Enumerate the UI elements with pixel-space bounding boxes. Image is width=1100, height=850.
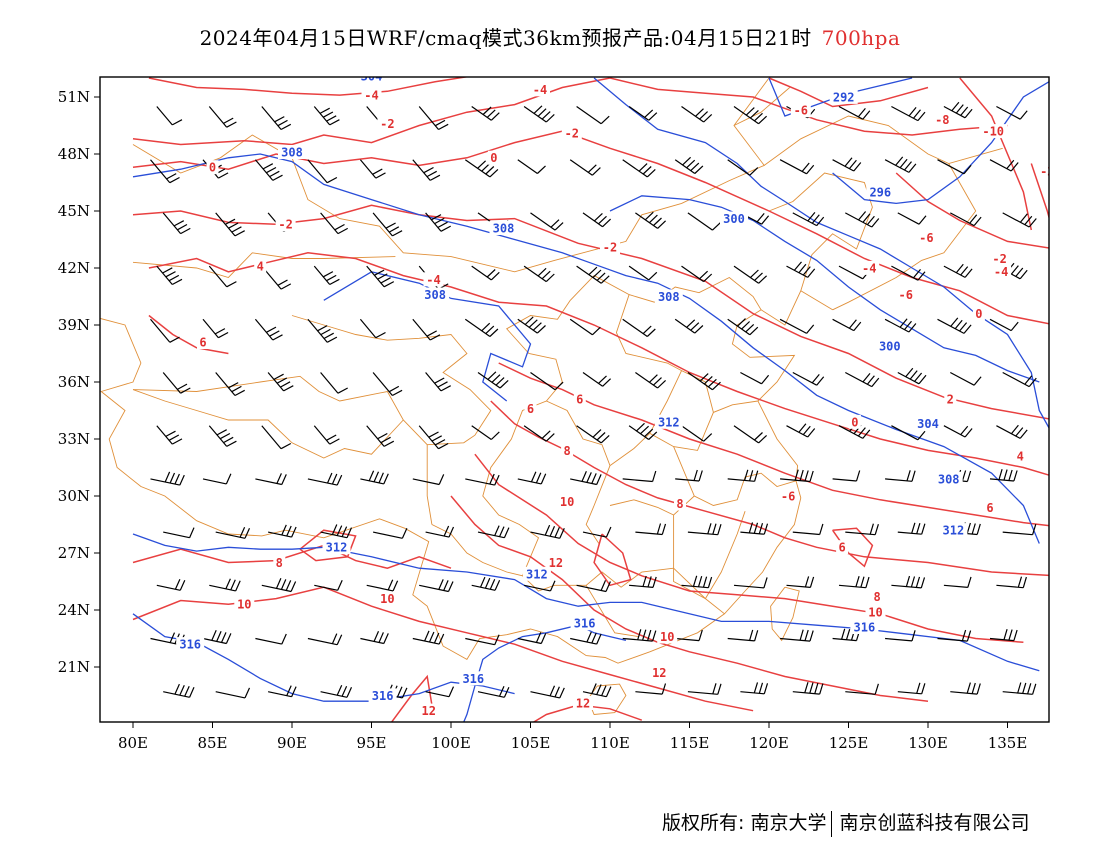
title-level: 700hpa: [821, 26, 901, 50]
lat-tick-label: 45N: [58, 202, 90, 220]
lon-tick-label: 110E: [590, 734, 630, 752]
temperature-label: 0: [975, 307, 982, 321]
lon-tick-label: 135E: [988, 734, 1028, 752]
contour-labels: -4-20-246-4-20-2-4-6-8-10-6-4-6-4-2-2020…: [176, 70, 1054, 718]
temperature-label: 8: [873, 590, 880, 604]
temperature-label: 10: [560, 495, 574, 509]
geopotential-label: 316: [854, 621, 876, 635]
temperature-label: -8: [935, 113, 949, 127]
lat-tick-label: 27N: [58, 544, 90, 562]
temperature-label: -4: [426, 273, 440, 287]
geopotential-label: 308: [658, 290, 680, 304]
temperature-label: -2: [992, 252, 1006, 266]
copyright-notice: 版权所有: 南京大学 南京创蓝科技有限公司: [662, 808, 1029, 837]
geopotential-label: 304: [917, 417, 939, 431]
lat-tick-label: 24N: [58, 601, 90, 619]
temperature-label: 0: [490, 151, 497, 165]
temperature-label: 0: [851, 415, 858, 429]
temperature-label: -2: [565, 127, 579, 141]
temperature-label: 6: [576, 393, 583, 407]
lon-tick-label: 85E: [197, 734, 227, 752]
temperature-label: -4: [533, 83, 547, 97]
lat-tick-label: 42N: [58, 259, 90, 277]
temperature-label: -4: [862, 261, 876, 275]
boundary-lines: [100, 77, 1003, 715]
geopotential-label: 316: [574, 617, 596, 631]
geopotential-label: 308: [493, 222, 515, 236]
temperature-label: -6: [781, 489, 795, 503]
lon-tick-label: 130E: [908, 734, 948, 752]
map-title: 2024年04月15日WRF/cmaq模式36km预报产品:04月15日21时 7…: [0, 22, 1100, 51]
lon-tick-label: 115E: [670, 734, 710, 752]
temperature-label: -6: [898, 288, 912, 302]
lat-tick-label: 36N: [58, 373, 90, 391]
temperature-label: 10: [868, 605, 882, 619]
plot-frame: [99, 76, 1050, 723]
geopotential-label: 308: [424, 288, 446, 302]
temperature-label: 12: [576, 697, 590, 711]
lon-tick-label: 90E: [277, 734, 307, 752]
copyright-separator: [831, 810, 833, 837]
lon-tick-label: 100E: [431, 734, 471, 752]
geopotential-label: 312: [658, 415, 680, 429]
temperature-label: 8: [563, 444, 570, 458]
temperature-label: 10: [380, 592, 394, 606]
temperature-label: 6: [199, 336, 206, 350]
geopotential-label: 292: [833, 90, 855, 104]
geopotential-label: 312: [943, 524, 965, 538]
temperature-label: 8: [276, 556, 283, 570]
temperature-label: 12: [652, 666, 666, 680]
lat-tick-label: 30N: [58, 487, 90, 505]
lon-tick-label: 105E: [511, 734, 551, 752]
temperature-label: 0: [209, 161, 216, 175]
lat-tick-label: 48N: [58, 145, 90, 163]
geopotential-label: 296: [869, 185, 891, 199]
temperature-label: 6: [986, 501, 993, 515]
temperature-label: -10: [982, 125, 1004, 139]
lon-tick-label: 120E: [749, 734, 789, 752]
temperature-label: 10: [237, 598, 251, 612]
lon-tick-label: 125E: [829, 734, 869, 752]
geopotential-label: 300: [723, 212, 745, 226]
temperature-label: 6: [527, 402, 534, 416]
temperature-label: 4: [1017, 450, 1024, 464]
temperature-label: -4: [994, 265, 1008, 279]
lat-tick-label: 51N: [58, 88, 90, 106]
lat-tick-label: 21N: [58, 658, 90, 676]
temperature-label: -6: [919, 231, 933, 245]
geopotential-label: 312: [326, 541, 348, 555]
temperature-label: -2: [603, 241, 617, 255]
temperature-label: 2: [947, 393, 954, 407]
temperature-label: -6: [794, 104, 808, 118]
temperature-label: 10: [660, 630, 674, 644]
geopotential-label: 316: [462, 672, 484, 686]
temperature-label: 8: [676, 497, 683, 511]
temperature-label: 12: [421, 704, 435, 718]
copyright-owner: 版权所有: 南京大学: [662, 812, 827, 834]
lat-tick-label: 33N: [58, 430, 90, 448]
geopotential-label: 308: [281, 146, 303, 160]
temperature-label: -4: [364, 89, 378, 103]
temperature-label: 6: [838, 541, 845, 555]
geopotential-label: 316: [179, 638, 201, 652]
lon-tick-label: 80E: [118, 734, 148, 752]
temperature-contours: [132, 77, 1049, 722]
temperature-label: -2: [1040, 165, 1054, 179]
axis-ticks: 80E 85E 90E 95E 100E 105E 110E 115E 120E 125E 130E…: [58, 88, 1028, 752]
lat-tick-label: 39N: [58, 316, 90, 334]
temperature-label: -2: [278, 218, 292, 232]
temperature-label: -2: [380, 117, 394, 131]
geopotential-label: 308: [938, 472, 960, 486]
geopotential-label: 300: [879, 339, 901, 353]
title-text: 2024年04月15日WRF/cmaq模式36km预报产品:04月15日21时: [199, 26, 812, 50]
lon-tick-label: 95E: [356, 734, 386, 752]
temperature-label: 12: [549, 556, 563, 570]
copyright-partner: 南京创蓝科技有限公司: [839, 812, 1030, 834]
geopotential-label: 312: [526, 567, 548, 581]
geopotential-label: 304: [361, 70, 383, 84]
temperature-label: 4: [257, 260, 264, 274]
geopotential-label: 316: [372, 689, 394, 703]
